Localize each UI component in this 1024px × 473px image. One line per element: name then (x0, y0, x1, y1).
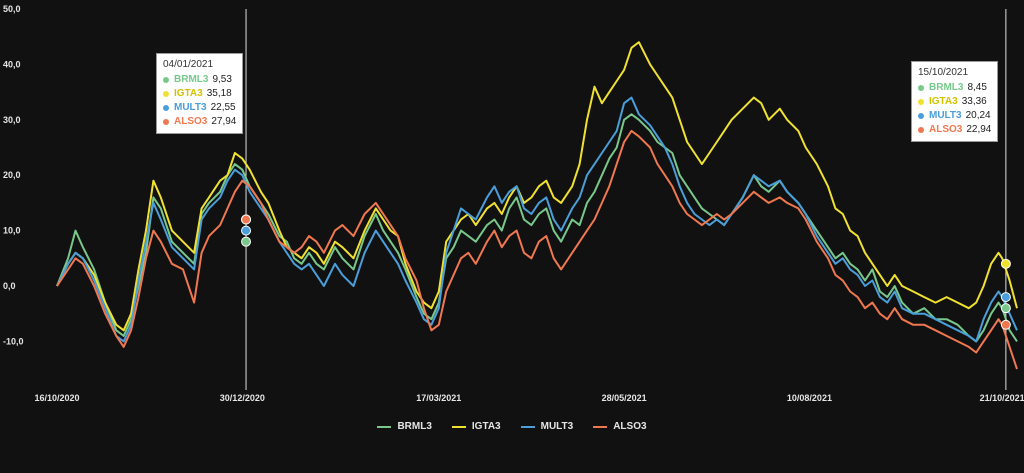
tooltip-series-name: ALSO3 (929, 124, 963, 135)
legend-line-icon (377, 425, 392, 428)
tooltip-value: 20,24 (965, 110, 991, 121)
legend-dot-icon (163, 119, 169, 125)
tooltip-row: ALSO3 27,94 (163, 115, 236, 129)
legend-label: ALSO3 (613, 421, 647, 432)
y-tick-label: 20,0 (3, 170, 21, 180)
legend-dot-icon (163, 91, 169, 97)
legend-dot-icon (163, 105, 169, 111)
legend-label: IGTA3 (471, 421, 501, 432)
y-tick-label: 40,0 (3, 59, 21, 69)
x-tick-label: 16/10/2020 (34, 393, 79, 403)
y-tick-label: 30,0 (3, 115, 21, 125)
tooltip-series-name: MULT3 (929, 110, 962, 121)
tooltip-value: 22,55 (210, 102, 236, 113)
legend-label: MULT3 (540, 421, 574, 432)
series-line-igta3 (56, 41, 1018, 332)
y-tick-label: -10,0 (3, 336, 24, 346)
tooltip-row: IGTA3 35,18 (163, 87, 236, 101)
tooltip-series-name: BRML3 (929, 82, 964, 93)
x-tick-label: 10/08/2021 (787, 393, 832, 403)
legend-line-icon (593, 425, 608, 428)
legend-item-mult3[interactable]: MULT3 (520, 421, 574, 432)
tooltip-series-name: BRML3 (174, 74, 209, 85)
tooltip-row: BRML3 9,53 (163, 73, 236, 87)
y-tick-label: 50,0 (3, 4, 21, 14)
tooltip-value: 33,36 (961, 96, 987, 107)
legend-item-igta3[interactable]: IGTA3 (451, 421, 501, 432)
y-tick-label: 10,0 (3, 226, 21, 236)
x-tick-label: 17/03/2021 (416, 393, 461, 403)
legend-dot-icon (918, 113, 924, 119)
tooltip-row: IGTA3 33,36 (918, 95, 991, 109)
legend-dot-icon (918, 99, 924, 105)
tooltip-value: 22,94 (966, 124, 992, 135)
tooltip-series-name: ALSO3 (174, 116, 208, 127)
tooltip-row: ALSO3 22,94 (918, 123, 991, 137)
x-tick-label: 21/10/2021 (980, 393, 1024, 403)
tooltip-row: MULT3 22,55 (163, 101, 236, 115)
series-line-mult3 (56, 96, 1018, 343)
legend-line-icon (451, 425, 466, 428)
tooltip-value: 8,45 (967, 82, 987, 93)
tooltip-value: 9,53 (212, 74, 232, 85)
tooltip-series-name: IGTA3 (174, 88, 203, 99)
hover-marker (1000, 258, 1011, 269)
tooltip-date: 15/10/2021 (918, 67, 969, 78)
legend-label: BRML3 (397, 421, 432, 432)
legend-line-icon (520, 425, 535, 428)
tooltip-series-name: IGTA3 (929, 96, 958, 107)
tooltip-row: MULT3 20,24 (918, 109, 991, 123)
hover-marker (241, 214, 252, 225)
x-tick-label: 28/05/2021 (602, 393, 647, 403)
tooltip-value: 35,18 (206, 88, 232, 99)
legend-dot-icon (918, 127, 924, 133)
hover-marker (1000, 319, 1011, 330)
tooltip-value: 27,94 (211, 116, 237, 127)
hover-marker (241, 225, 252, 236)
tooltip-right: 15/10/2021 BRML3 8,45 IGTA3 33,36 MULT3 20,… (911, 61, 999, 142)
tooltip-series-name: MULT3 (174, 102, 207, 113)
legend-dot-icon (918, 85, 924, 91)
tooltip-row: BRML3 8,45 (918, 81, 991, 95)
x-tick-label: 30/12/2020 (220, 393, 265, 403)
hover-marker (241, 236, 252, 247)
tooltip-date: 04/01/2021 (163, 59, 214, 70)
legend-dot-icon (163, 77, 169, 83)
series-line-also3 (56, 129, 1018, 370)
hover-marker (1000, 303, 1011, 314)
legend-item-also3[interactable]: ALSO3 (593, 421, 647, 432)
legend-item-brml3[interactable]: BRML3 (377, 421, 432, 432)
hover-marker (1000, 292, 1011, 303)
tooltip-left: 04/01/2021 BRML3 9,53 IGTA3 35,18 MULT3 22,… (156, 53, 244, 134)
y-tick-label: 0,0 (3, 281, 16, 291)
chart-legend: BRML3 IGTA3 MULT3 ALSO3 (0, 421, 1024, 432)
